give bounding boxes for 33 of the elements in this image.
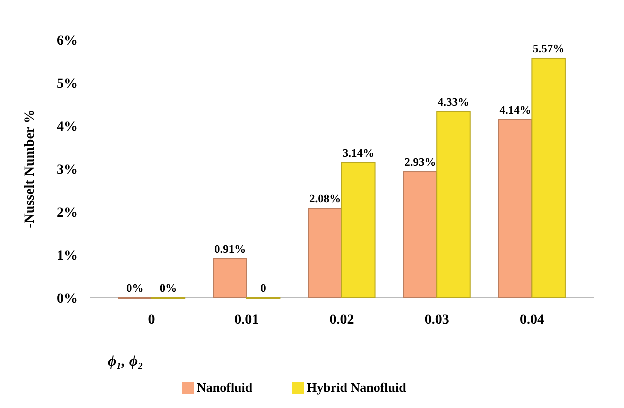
x-tick-label: 0.01 [234,313,260,328]
data-label: 2.08% [310,194,342,206]
x-tick-label: 0 [148,313,156,328]
y-tick-label: 1% [57,248,78,264]
data-label: 5.57% [533,43,565,56]
y-tick-label: 6% [57,34,78,49]
y-tick-label: 5% [57,76,78,92]
data-label: 0% [160,283,178,295]
bar [436,111,471,298]
bar [213,258,248,298]
y-tick-label: 3% [57,162,78,178]
y-tick-label: 4% [57,120,78,135]
legend-label: Nanofluid [197,380,254,395]
data-label: 0.91% [214,244,246,256]
x-axis-title: ϕ₁, ϕ₂ [108,354,144,370]
data-label: 0 [260,283,267,295]
bar [532,58,566,298]
x-tick-label: 0.04 [520,313,544,328]
data-label: 0% [126,283,144,295]
legend-label: Hybrid Nanofluid [307,380,408,395]
bar [342,162,376,298]
x-tick-label: 0.03 [424,313,450,328]
y-tick-label: 2% [57,206,78,221]
data-label: 3.14% [342,148,374,160]
y-tick-label: 0% [57,292,78,307]
y-axis-title: -Nusselt Number % [23,110,38,228]
bar [498,119,533,298]
data-label: 4.33% [438,96,470,109]
x-tick-label: 0.02 [330,313,354,328]
data-label: 4.14% [500,104,532,117]
bar [403,172,438,298]
bar [308,208,342,298]
data-label: 2.93% [404,157,436,170]
